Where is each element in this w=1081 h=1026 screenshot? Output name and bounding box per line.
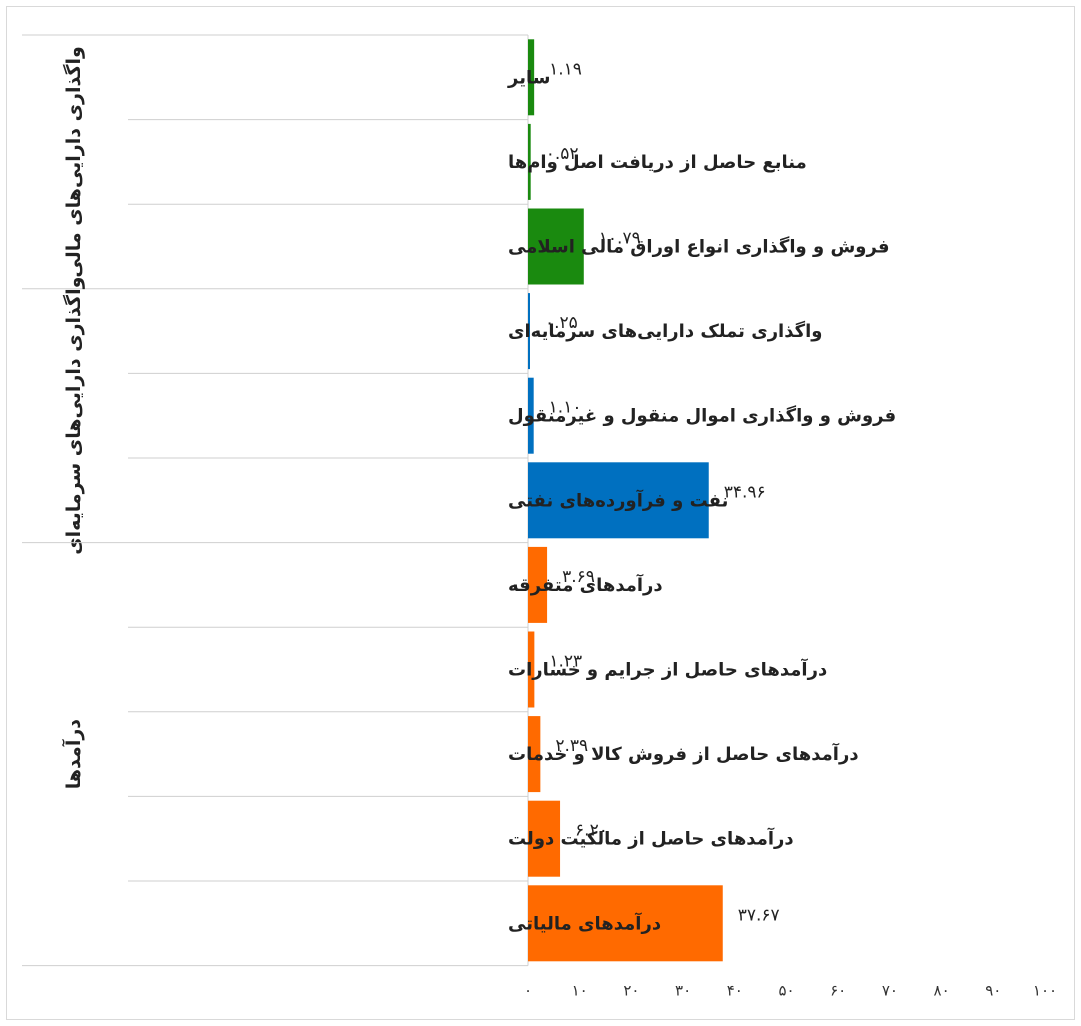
category-label: درآمدهای متفرقه bbox=[508, 573, 663, 596]
category-label: منابع حاصل از دریافت اصل وام‌ها bbox=[508, 152, 807, 173]
bar-1-2 bbox=[528, 462, 709, 539]
category-label: سایر bbox=[507, 67, 550, 88]
x-tick-label: ۶۰ bbox=[830, 982, 846, 1000]
value-label: ۳۴.۹۶ bbox=[724, 482, 766, 502]
x-tick-label: ۹۰ bbox=[985, 982, 1001, 1000]
category-label: فروش و واگذاری اموال منقول و غیرمنقول bbox=[508, 405, 896, 427]
bar-0-0 bbox=[528, 39, 535, 116]
group-label: واگذاری دارایی‌های مالی bbox=[62, 46, 85, 278]
group-label: واگذاری دارایی‌های سرمایه‌ای bbox=[62, 277, 85, 555]
value-label: ۳۷.۶۷ bbox=[738, 905, 780, 925]
value-label: ۰.۵۲ bbox=[546, 144, 579, 164]
category-label: درآمدهای حاصل از جرایم و خسارات bbox=[508, 658, 827, 681]
x-tick-label: ۸۰ bbox=[934, 982, 950, 1000]
value-label: ۳.۶۹ bbox=[562, 567, 595, 587]
bar-2-2 bbox=[528, 716, 541, 793]
value-label: ۰.۲۵ bbox=[545, 313, 578, 333]
bar-0-1 bbox=[528, 123, 531, 200]
category-label: درآمدهای مالیاتی bbox=[508, 911, 661, 934]
x-tick-label: ۴۰ bbox=[727, 982, 743, 1000]
bar-1-1 bbox=[528, 377, 534, 454]
category-label: واگذاری تملک دارایی‌های سرمایه‌ای bbox=[508, 320, 822, 342]
category-label: فروش و واگذاری انواع اوراق مالی اسلامی bbox=[508, 236, 889, 258]
x-tick-label: ۱۰۰ bbox=[1033, 982, 1057, 1000]
bar-0-2 bbox=[528, 208, 584, 285]
bar-2-4 bbox=[528, 885, 723, 962]
bar-1-0 bbox=[528, 293, 530, 370]
bar-2-3 bbox=[528, 800, 561, 877]
value-label: ۲.۳۹ bbox=[555, 736, 588, 756]
x-tick-label: ۵۰ bbox=[778, 982, 794, 1000]
x-tick-label: ۲۰ bbox=[623, 982, 639, 1000]
value-label: ۱.۱۹ bbox=[549, 59, 582, 79]
bar-2-0 bbox=[528, 546, 548, 623]
category-label: نفت و فرآورده‌های نفتی bbox=[508, 488, 728, 511]
x-tick-label: ۳۰ bbox=[675, 982, 691, 1000]
value-label: ۱.۱۰ bbox=[549, 398, 582, 418]
group-label: درآمدها bbox=[61, 719, 85, 789]
x-tick-label: ۷۰ bbox=[882, 982, 898, 1000]
category-label: درآمدهای حاصل از مالکیت دولت bbox=[508, 827, 794, 850]
value-label: ۱۰.۷۹ bbox=[599, 229, 641, 249]
value-label: ۱.۲۳ bbox=[549, 652, 582, 672]
category-label: درآمدهای حاصل از فروش کالا و خدمات bbox=[508, 742, 859, 765]
value-label: ۶.۲۰ bbox=[575, 821, 608, 841]
x-tick-label: ۱۰ bbox=[572, 982, 588, 1000]
bar-2-1 bbox=[528, 631, 535, 708]
x-tick-label: ۰ bbox=[524, 982, 532, 1000]
